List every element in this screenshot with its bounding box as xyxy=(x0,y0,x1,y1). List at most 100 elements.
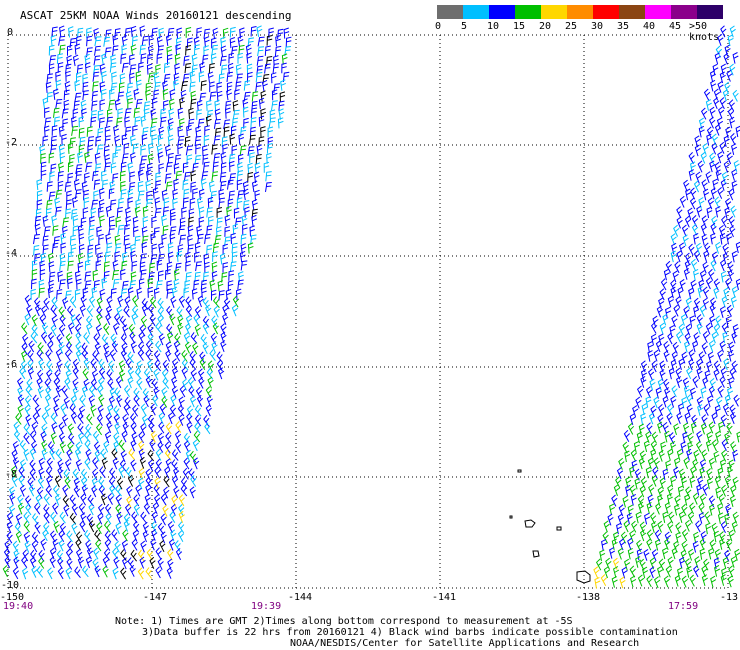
lon-tick-label: -141 xyxy=(432,592,457,603)
wind-barb xyxy=(689,387,697,400)
wind-barb xyxy=(154,466,161,479)
wind-barb xyxy=(48,279,55,292)
wind-barb xyxy=(110,54,116,66)
wind-barb xyxy=(59,260,66,271)
wind-barb xyxy=(75,331,82,344)
wind-barb xyxy=(700,107,708,120)
wind-barb xyxy=(111,340,119,353)
wind-barb xyxy=(62,225,68,238)
wind-barb xyxy=(618,538,626,551)
wind-barb xyxy=(92,350,99,362)
wind-barb xyxy=(142,530,149,543)
wind-barb xyxy=(162,80,169,92)
wind-barb xyxy=(190,369,197,382)
wind-barb xyxy=(713,286,720,299)
wind-barb xyxy=(594,577,601,589)
wind-barb xyxy=(679,278,686,291)
wind-barb xyxy=(110,162,117,174)
wind-barb xyxy=(205,404,212,417)
wind-barb xyxy=(134,116,141,127)
wind-barb xyxy=(165,181,173,192)
wind-barb xyxy=(700,530,707,543)
wind-barb xyxy=(198,206,205,218)
wind-barb xyxy=(95,260,102,272)
wind-barb xyxy=(83,430,91,443)
wind-barb xyxy=(90,207,97,219)
wind-barb xyxy=(719,259,727,272)
wind-barb xyxy=(151,528,158,541)
wind-barb xyxy=(110,288,117,299)
wind-barb xyxy=(217,280,224,292)
wind-barb xyxy=(683,457,690,469)
wind-barb xyxy=(168,108,175,120)
wind-barb xyxy=(90,110,97,121)
wind-barb xyxy=(150,108,157,120)
wind-barb xyxy=(17,502,25,515)
wind-barb xyxy=(92,468,99,481)
wind-barb xyxy=(82,207,89,219)
wind-barb xyxy=(630,493,637,506)
wind-barb xyxy=(76,64,84,75)
wind-barb xyxy=(167,521,175,534)
wind-barb xyxy=(150,125,156,137)
wind-barb xyxy=(193,279,200,291)
wind-barb xyxy=(78,144,85,156)
wind-barb xyxy=(724,431,731,444)
wind-barb xyxy=(60,232,67,245)
wind-barb xyxy=(130,44,137,56)
wind-barb xyxy=(84,529,91,542)
wind-barb xyxy=(611,575,618,588)
wind-barb xyxy=(718,421,725,433)
wind-barb xyxy=(269,109,276,121)
wind-barb xyxy=(670,475,677,488)
wind-barb xyxy=(13,556,20,569)
wind-barb xyxy=(203,135,210,146)
wind-barb xyxy=(281,53,288,65)
wind-barb xyxy=(622,441,629,454)
wind-barb xyxy=(116,477,124,490)
wind-barb xyxy=(256,25,263,37)
wind-barb xyxy=(164,173,172,184)
wind-barb xyxy=(59,44,66,55)
wind-barb xyxy=(83,357,90,370)
wind-barb xyxy=(51,296,58,309)
wind-barb xyxy=(99,117,105,128)
wind-barb xyxy=(667,556,674,569)
wind-barb xyxy=(84,439,91,452)
wind-barb xyxy=(145,476,152,489)
wind-barb xyxy=(182,378,189,391)
wind-barb xyxy=(119,459,127,472)
wind-barb xyxy=(162,206,169,217)
wind-barb xyxy=(169,511,176,523)
wind-barb xyxy=(283,27,290,39)
wind-barb xyxy=(235,81,242,92)
wind-barb xyxy=(58,144,65,156)
wind-barb xyxy=(667,295,674,308)
wind-barb xyxy=(53,404,60,417)
wind-barb xyxy=(85,540,92,552)
wind-barb xyxy=(166,45,173,57)
wind-barb xyxy=(38,358,45,371)
wind-barb xyxy=(104,350,111,363)
wind-barb xyxy=(188,208,195,220)
wind-barb xyxy=(81,385,89,398)
wind-barb xyxy=(62,484,69,497)
wind-barb xyxy=(643,440,650,453)
wind-barb xyxy=(83,197,90,208)
wind-barb xyxy=(150,430,158,443)
wind-barb xyxy=(166,331,174,344)
wind-barb xyxy=(225,107,231,119)
wind-barb xyxy=(688,169,695,181)
wind-barb xyxy=(690,279,697,292)
wind-barb xyxy=(107,492,114,505)
wind-barb xyxy=(86,47,93,58)
wind-barb xyxy=(190,170,197,182)
wind-barb xyxy=(43,226,51,237)
wind-barb xyxy=(634,477,641,490)
wind-barb xyxy=(103,270,110,282)
wind-barb xyxy=(64,360,71,373)
wind-barb xyxy=(169,226,177,237)
wind-barb xyxy=(256,65,263,76)
wind-barb xyxy=(242,98,249,110)
wind-barb xyxy=(98,394,105,407)
